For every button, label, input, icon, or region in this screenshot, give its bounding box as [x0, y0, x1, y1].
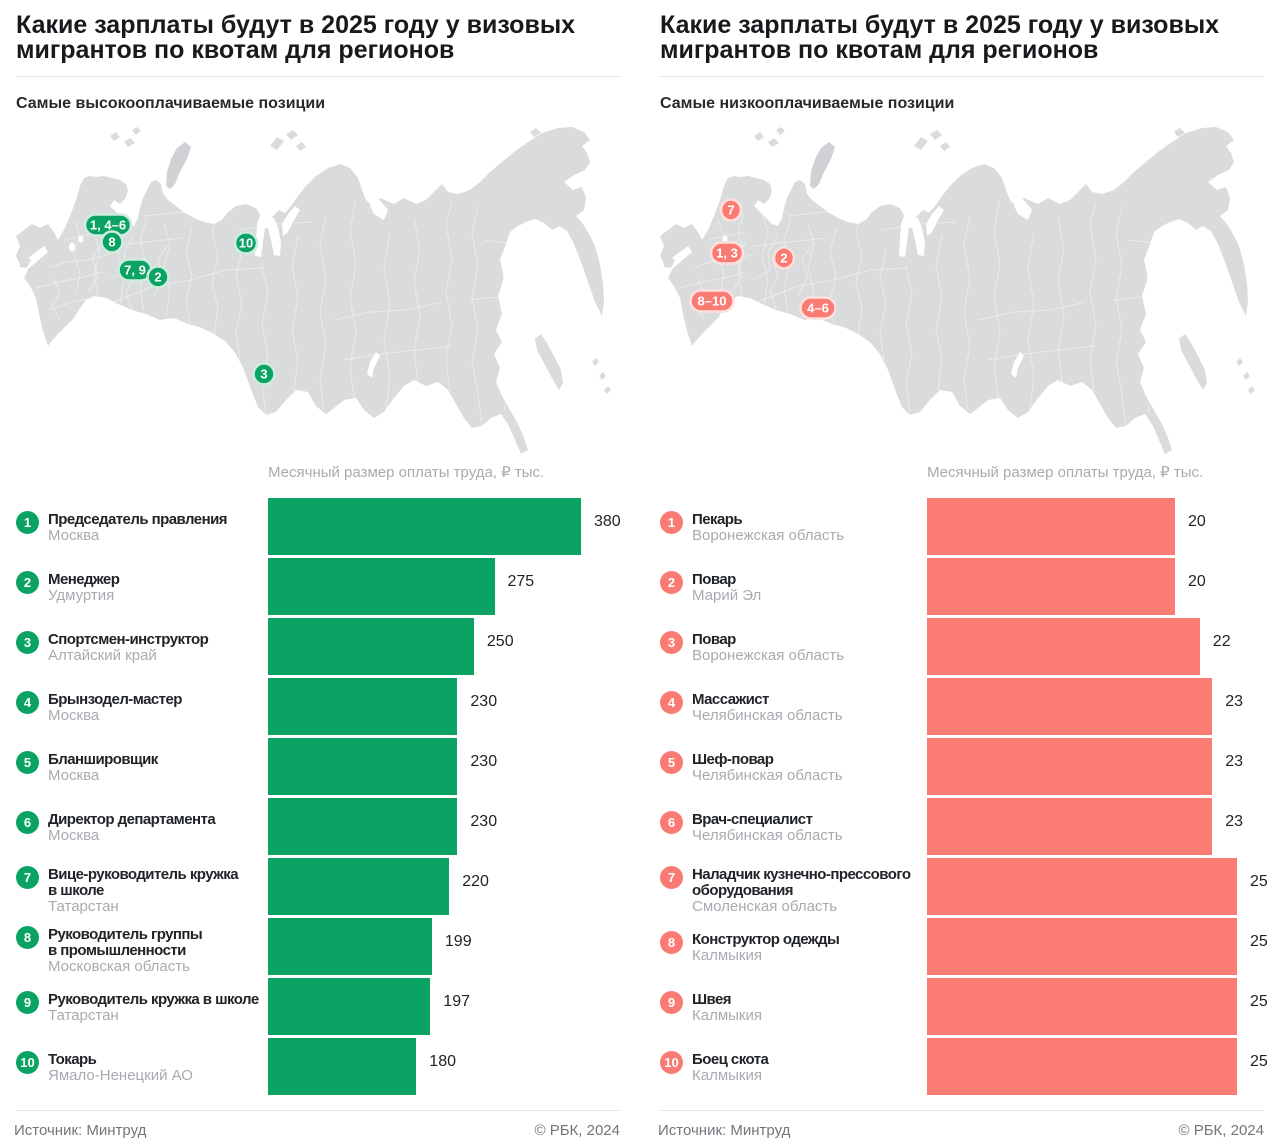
svg-text:4–6: 4–6	[807, 301, 829, 316]
svg-text:7: 7	[727, 203, 734, 218]
svg-text:3: 3	[260, 367, 267, 382]
svg-text:2: 2	[154, 270, 161, 285]
svg-text:1, 4–6: 1, 4–6	[90, 218, 126, 233]
svg-text:7, 9: 7, 9	[124, 263, 146, 278]
svg-text:8–10: 8–10	[698, 294, 727, 309]
svg-text:2: 2	[780, 251, 787, 266]
svg-text:1, 3: 1, 3	[716, 246, 738, 261]
svg-text:10: 10	[239, 236, 253, 251]
svg-text:8: 8	[108, 235, 115, 250]
